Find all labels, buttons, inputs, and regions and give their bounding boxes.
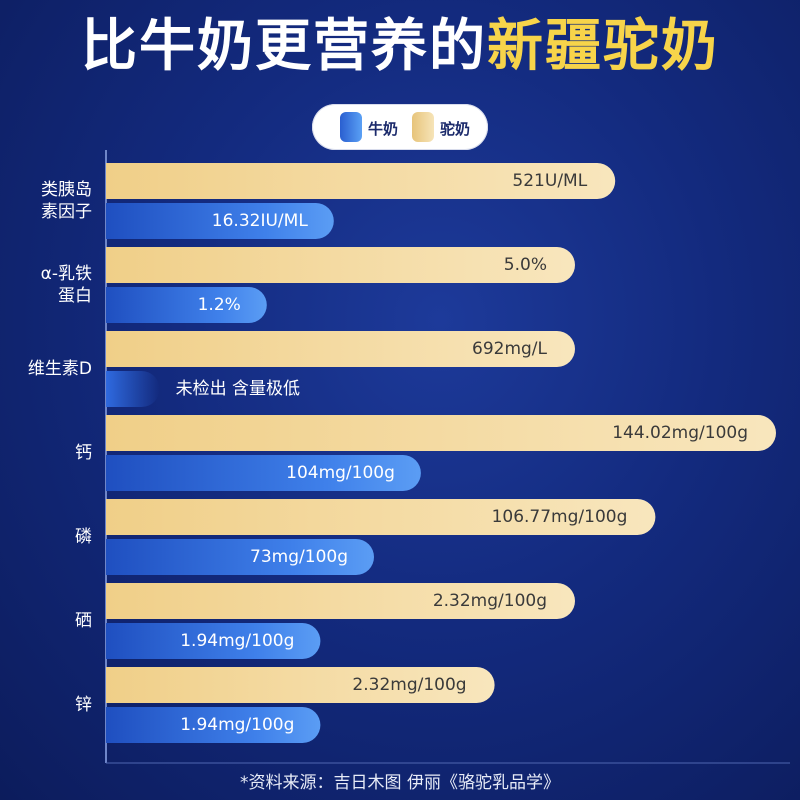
cow-milk-value-label: 未检出 含量极低: [176, 379, 300, 399]
legend-swatch-cow-milk: [340, 112, 362, 142]
category-label: α-乳铁: [41, 264, 92, 284]
camel-milk-value-label: 692mg/L: [472, 339, 548, 359]
camel-milk-value-label: 521U/ML: [512, 171, 587, 191]
cow-milk-bar: [106, 539, 374, 575]
cow-milk-value-label: 73mg/100g: [250, 547, 348, 567]
title-part-2: 新疆驼奶: [487, 14, 719, 79]
camel-milk-value-label: 5.0%: [504, 255, 547, 275]
cow-milk-bar: [106, 371, 160, 407]
category-label: 蛋白: [58, 286, 92, 306]
category-label: 类胰岛: [41, 180, 92, 200]
camel-milk-bar: [106, 163, 616, 199]
cow-milk-value-label: 1.94mg/100g: [180, 631, 294, 651]
camel-milk-value-label: 144.02mg/100g: [612, 423, 748, 443]
legend: 牛奶 驼奶: [312, 104, 488, 150]
cow-milk-value-label: 104mg/100g: [286, 463, 395, 483]
camel-milk-value-label: 2.32mg/100g: [433, 591, 547, 611]
camel-milk-value-label: 2.32mg/100g: [352, 675, 466, 695]
cow-milk-value-label: 1.2%: [198, 295, 241, 315]
category-label: 硒: [75, 611, 92, 631]
camel-milk-value-label: 106.77mg/100g: [492, 507, 628, 527]
category-label: 磷: [75, 527, 92, 547]
cow-milk-bar: [106, 203, 334, 239]
category-label: 钙: [75, 443, 92, 463]
cow-milk-value-label: 16.32IU/ML: [212, 211, 309, 231]
camel-milk-bar: [106, 583, 575, 619]
legend-swatch-camel-milk: [412, 112, 434, 142]
page-title: 比牛奶更营养的新疆驼奶: [0, 12, 800, 82]
category-label: 维生素D: [28, 359, 92, 379]
cow-milk-bar: [106, 707, 321, 743]
category-label: 锌: [75, 695, 92, 715]
camel-milk-bar: [106, 331, 575, 367]
source-footnote: *资料来源：吉日木图 伊丽《骆驼乳品学》: [240, 773, 560, 793]
cow-milk-value-label: 1.94mg/100g: [180, 715, 294, 735]
legend-label-camel-milk: 驼奶: [440, 120, 471, 138]
camel-milk-bar: [106, 499, 656, 535]
camel-milk-bar: [106, 247, 575, 283]
cow-milk-bar: [106, 287, 267, 323]
legend-label-cow-milk: 牛奶: [368, 120, 399, 138]
camel-milk-bar: [106, 415, 776, 451]
category-label: 素因子: [41, 202, 92, 222]
cow-milk-bar: [106, 623, 321, 659]
cow-milk-bar: [106, 455, 421, 491]
title-part-1: 比牛奶更营养的: [81, 14, 487, 79]
camel-milk-bar: [106, 667, 495, 703]
